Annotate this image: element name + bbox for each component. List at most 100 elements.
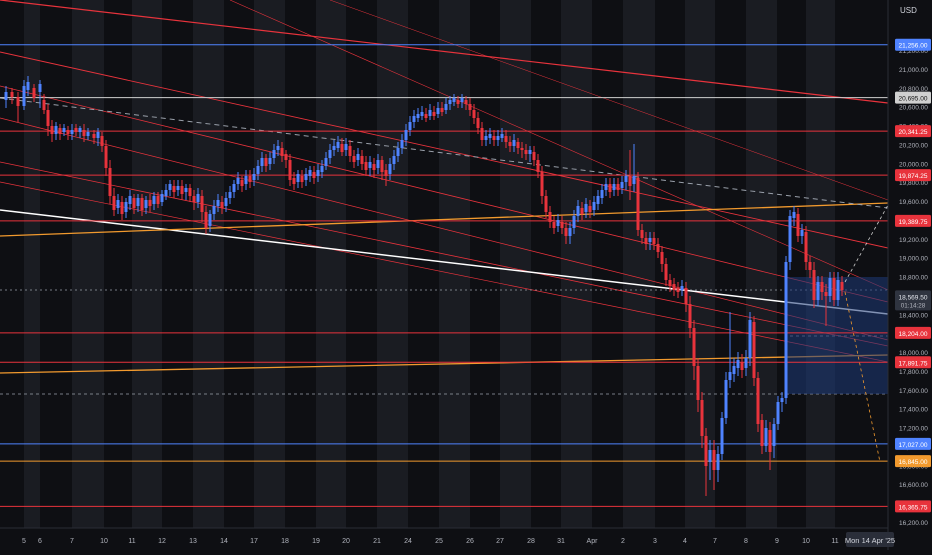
- price-tick-label: 16,200.00: [899, 520, 928, 527]
- candle-body: [120, 202, 124, 214]
- candle-body: [38, 84, 42, 92]
- candle-body: [32, 88, 36, 98]
- level-price-text: 17,891.75: [899, 360, 928, 367]
- candle-body: [604, 184, 608, 190]
- candle-body: [656, 244, 660, 252]
- candle-body: [176, 186, 180, 190]
- day-stripe: [24, 0, 40, 528]
- price-tick-label: 19,200.00: [899, 237, 928, 244]
- price-tick-label: 17,200.00: [899, 426, 928, 433]
- price-tick-label: 17,400.00: [899, 407, 928, 414]
- candle-body: [616, 184, 620, 190]
- candle-body: [96, 132, 100, 138]
- candle-body: [356, 154, 360, 160]
- trend-line: [0, 0, 888, 104]
- time-tick-label: 25: [435, 538, 443, 545]
- candlesticks[interactable]: [4, 76, 844, 496]
- candle-body: [684, 288, 688, 304]
- candle-body: [736, 360, 740, 368]
- time-tick-label: 19: [312, 538, 320, 545]
- candle-body: [700, 400, 704, 436]
- day-stripe: [316, 0, 346, 528]
- candle-body: [244, 176, 248, 184]
- candle-body: [732, 366, 736, 374]
- candle-body: [196, 194, 200, 202]
- time-axis[interactable]: [0, 528, 888, 550]
- countdown-text: 01:14:28: [901, 302, 926, 309]
- candle-body: [168, 184, 172, 190]
- level-price-tag: [895, 214, 931, 227]
- day-stripe: [254, 0, 285, 528]
- candle-body: [304, 174, 308, 180]
- candle-body: [284, 154, 288, 160]
- candle-body: [256, 166, 260, 174]
- candle-body: [528, 150, 532, 154]
- candle-body: [716, 454, 720, 470]
- candle-body: [240, 180, 244, 186]
- time-tick-label: 17: [250, 538, 258, 545]
- date-pill-text: Mon 14 Apr '25: [845, 536, 895, 545]
- candle-body: [204, 212, 208, 228]
- candle-body: [312, 172, 316, 178]
- candle-body: [86, 132, 90, 136]
- candle-body: [188, 188, 192, 196]
- candle-body: [720, 418, 724, 454]
- candle-body: [360, 156, 364, 164]
- candle-body: [62, 128, 66, 132]
- time-tick-label: 24: [404, 538, 412, 545]
- price-tick-label: 18,000.00: [899, 350, 928, 357]
- candle-body: [352, 156, 356, 162]
- trendline-drawings[interactable]: [0, 0, 888, 463]
- candle-body: [444, 104, 448, 110]
- level-price-tag: [895, 500, 931, 513]
- level-price-tag: [895, 38, 931, 51]
- candle-body: [82, 130, 86, 136]
- candle-body: [524, 150, 528, 154]
- candle-body: [292, 178, 296, 184]
- time-tick-label: 3: [653, 538, 657, 545]
- candle-body: [692, 328, 696, 366]
- candle-body: [140, 198, 144, 210]
- candle-body: [220, 202, 224, 208]
- candle-body: [296, 174, 300, 182]
- price-tick-label: 20,200.00: [899, 142, 928, 149]
- level-price-text: 20,695.00: [899, 96, 928, 103]
- candle-body: [216, 200, 220, 206]
- horizontal-levels[interactable]: [0, 44, 888, 507]
- candle-body: [640, 230, 644, 238]
- level-price-tag: [895, 169, 931, 182]
- level-price-text: 18,204.00: [899, 331, 928, 338]
- candle-body: [660, 252, 664, 264]
- candle-body: [184, 188, 188, 192]
- level-price-text: 21,256.00: [899, 43, 928, 50]
- candle-body: [816, 282, 820, 300]
- candle-body: [708, 450, 712, 462]
- price-tick-label: 20,800.00: [899, 86, 928, 93]
- candle-body: [532, 152, 536, 160]
- candle-body: [476, 118, 480, 128]
- candle-body: [364, 162, 368, 170]
- projection-path-up: [844, 204, 888, 283]
- candle-body: [144, 200, 148, 208]
- candle-body: [412, 116, 416, 122]
- candle-body: [688, 304, 692, 328]
- candle-body: [208, 214, 212, 226]
- candle-body: [10, 92, 14, 97]
- candle-body: [628, 176, 632, 186]
- day-stripe: [132, 0, 162, 528]
- candle-body: [232, 184, 236, 192]
- candle-body: [260, 158, 264, 166]
- candle-body: [608, 184, 612, 192]
- candle-body: [160, 194, 164, 202]
- candle-body: [432, 112, 436, 116]
- price-tick-label: 20,000.00: [899, 161, 928, 168]
- candle-body: [408, 122, 412, 130]
- candle-body: [92, 134, 96, 138]
- candle-body: [316, 170, 320, 176]
- candle-body: [108, 168, 112, 196]
- candle-body: [264, 158, 268, 166]
- level-price-tag: [895, 326, 931, 339]
- candle-body: [116, 200, 120, 208]
- candle-body: [440, 108, 444, 112]
